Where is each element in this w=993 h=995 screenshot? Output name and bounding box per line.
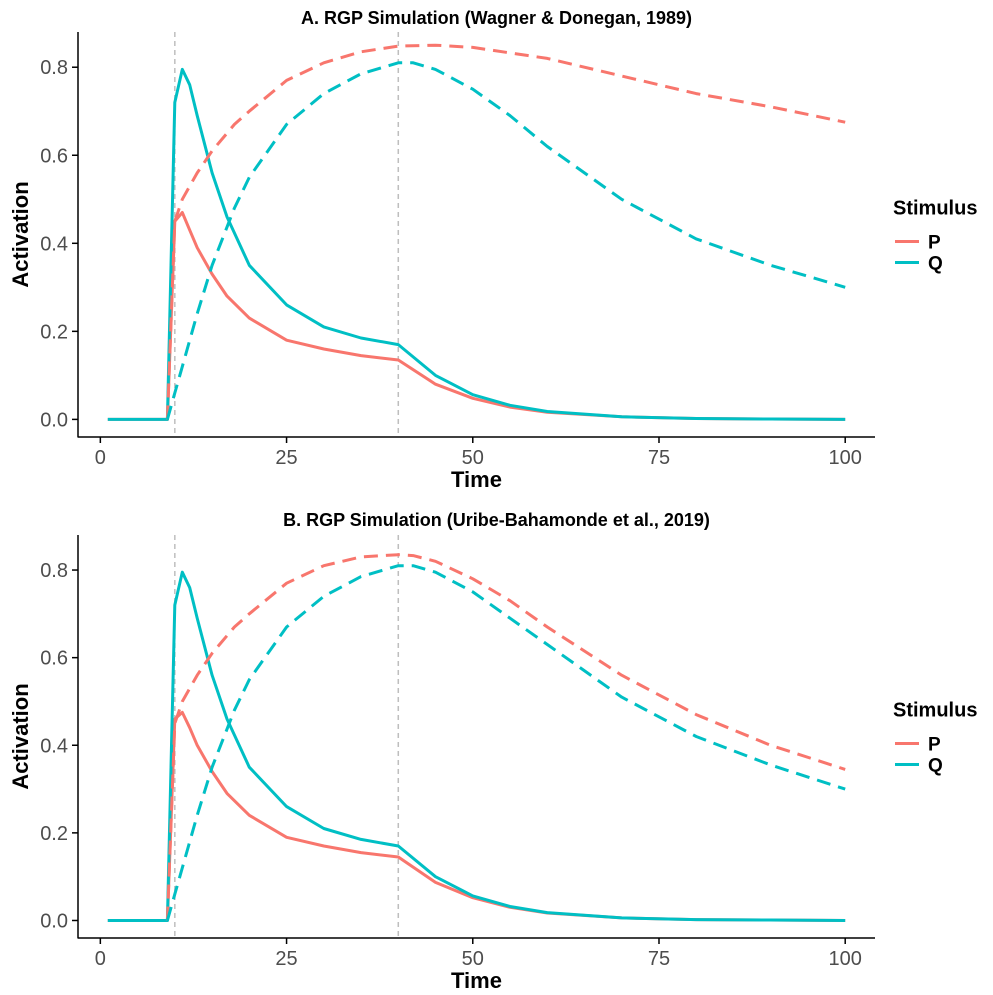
y-tick-label: 0.0 [40, 910, 68, 932]
chart-panel-b: B. RGP Simulation (Uribe-Bahamonde et al… [8, 510, 977, 993]
x-tick-label: 0 [95, 948, 106, 970]
legend-label-q: Q [928, 254, 943, 275]
x-tick-label: 50 [462, 447, 484, 469]
y-tick-label: 0.8 [40, 560, 68, 582]
x-tick-label: 25 [275, 447, 297, 469]
legend-label-p: P [928, 233, 941, 254]
chart-title: A. RGP Simulation (Wagner & Donegan, 198… [301, 8, 692, 28]
series-line-p-solid [107, 211, 846, 421]
x-axis-title: Time [451, 467, 502, 492]
series-line-q-dashed [165, 61, 846, 420]
series-line-q-solid [107, 570, 846, 922]
y-tick-label: 0.4 [40, 735, 68, 757]
x-axis-title: Time [451, 968, 502, 993]
chart-title: B. RGP Simulation (Uribe-Bahamonde et al… [283, 510, 710, 530]
series-line-q-dashed [165, 564, 846, 921]
x-tick-label: 0 [95, 447, 106, 469]
y-axis-title: Activation [8, 683, 33, 789]
legend-title: Stimulus [893, 700, 977, 722]
y-axis-title: Activation [8, 181, 33, 287]
y-tick-label: 0.4 [40, 233, 68, 255]
y-tick-label: 0.2 [40, 823, 68, 845]
y-tick-label: 0.6 [40, 145, 68, 167]
x-tick-label: 75 [648, 447, 670, 469]
series-line-p-solid [107, 710, 846, 922]
legend-label-q: Q [928, 756, 943, 777]
x-tick-label: 75 [648, 948, 670, 970]
chart-panel-a: A. RGP Simulation (Wagner & Donegan, 198… [8, 8, 977, 492]
y-tick-label: 0.2 [40, 321, 68, 343]
x-tick-label: 50 [462, 948, 484, 970]
y-tick-label: 0.8 [40, 57, 68, 79]
x-tick-label: 100 [829, 447, 862, 469]
series-line-p-dashed [165, 43, 846, 420]
x-tick-label: 25 [275, 948, 297, 970]
series-line-q-solid [107, 67, 846, 421]
series-line-p-dashed [165, 553, 846, 921]
legend: Stimulus PQ [893, 700, 977, 777]
legend: Stimulus PQ [893, 198, 977, 275]
legend-label-p: P [928, 735, 941, 756]
legend-title: Stimulus [893, 198, 977, 220]
y-tick-label: 0.0 [40, 409, 68, 431]
x-tick-label: 100 [829, 948, 862, 970]
y-tick-label: 0.6 [40, 648, 68, 670]
